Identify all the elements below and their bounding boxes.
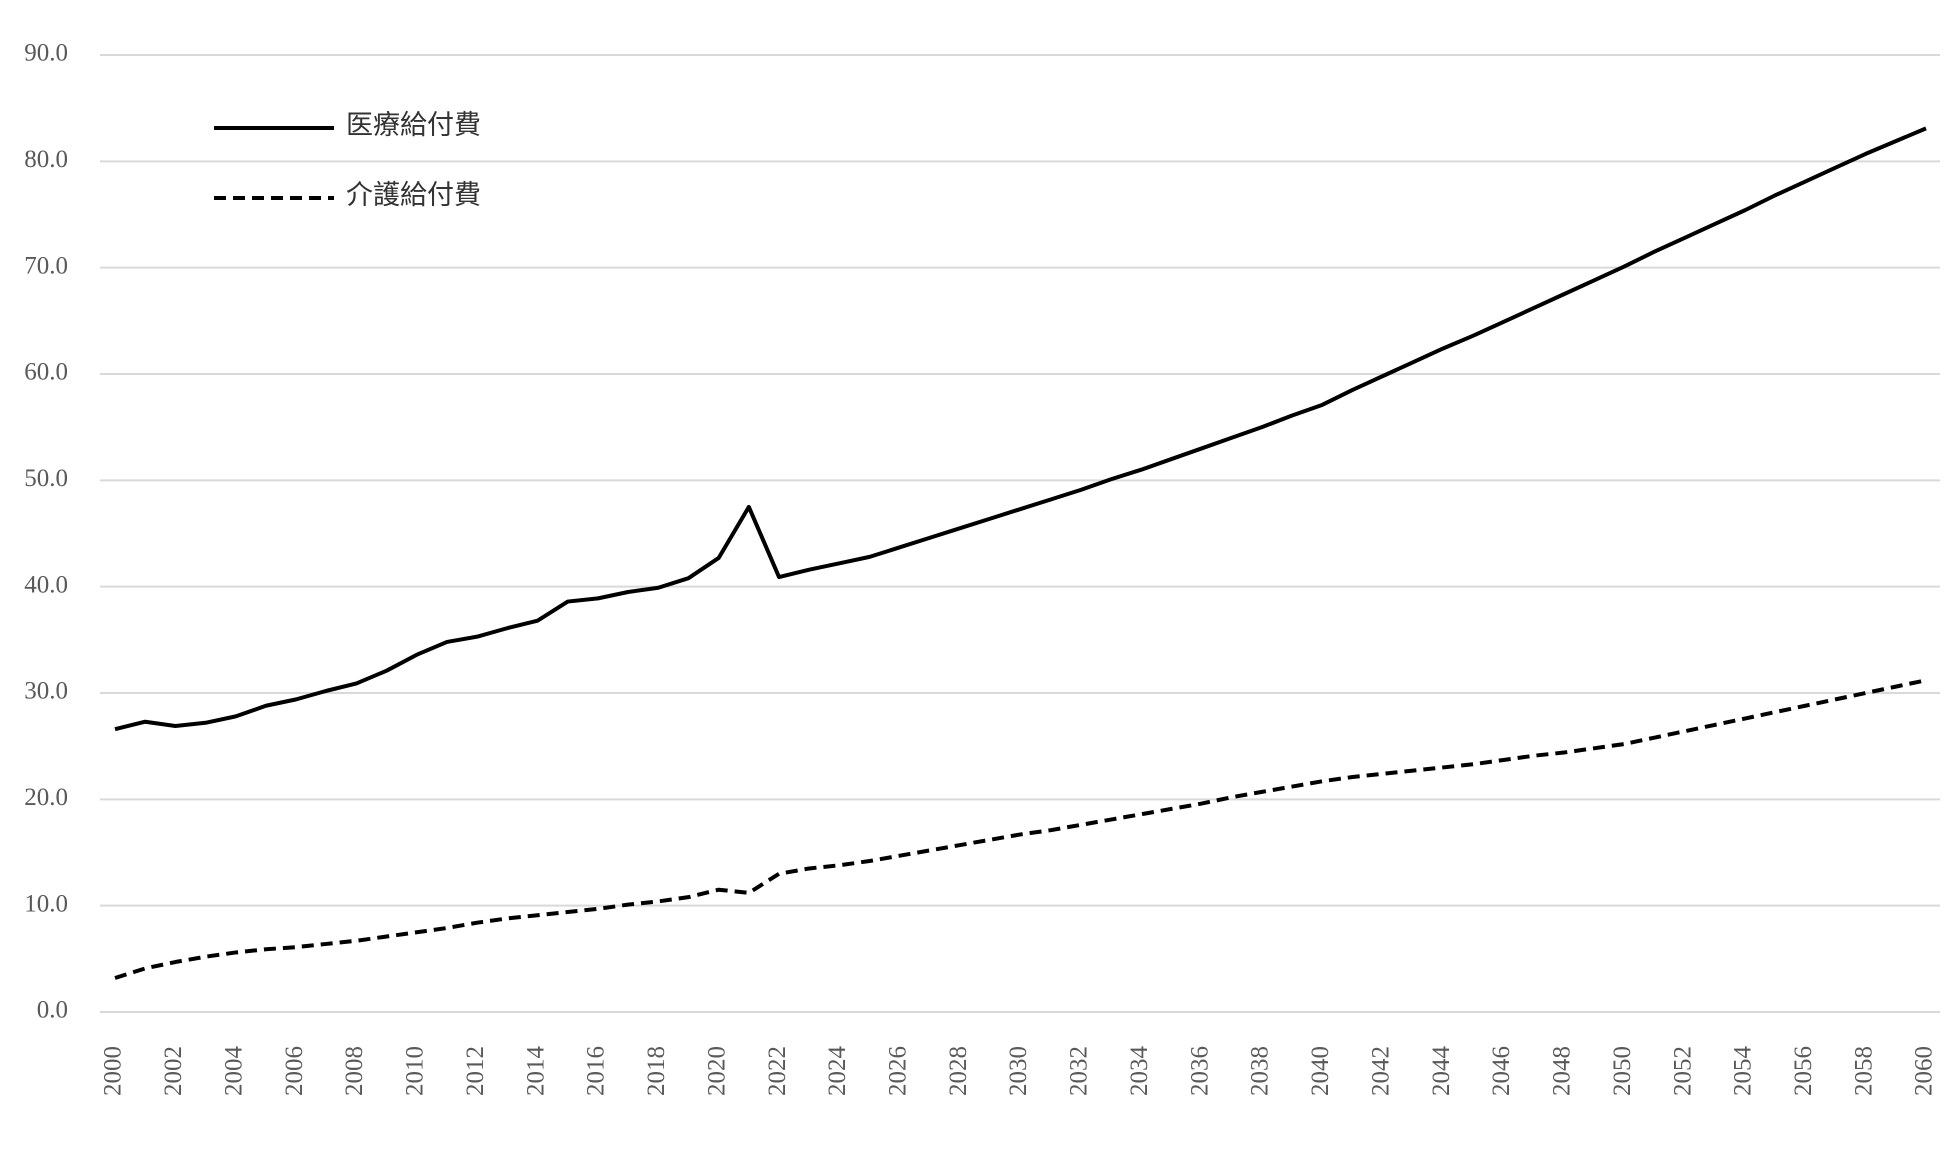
y-tick-label: 20.0 <box>24 784 68 811</box>
x-tick-label: 2056 <box>1790 1046 1817 1096</box>
x-tick-label: 2008 <box>341 1046 368 1096</box>
y-tick-label: 0.0 <box>37 997 68 1024</box>
x-tick-label: 2028 <box>945 1046 972 1096</box>
x-tick-label: 2002 <box>160 1046 187 1096</box>
x-tick-label: 2032 <box>1066 1046 1093 1096</box>
x-tick-label: 2052 <box>1669 1046 1696 1096</box>
x-tick-label: 2046 <box>1488 1046 1515 1096</box>
y-tick-label: 80.0 <box>24 146 68 173</box>
x-tick-label: 2030 <box>1005 1046 1032 1096</box>
x-tick-label: 2054 <box>1730 1046 1757 1097</box>
x-tick-label: 2018 <box>643 1046 670 1096</box>
x-tick-label: 2048 <box>1549 1046 1576 1096</box>
series-line <box>114 678 1927 980</box>
x-tick-label: 2010 <box>402 1046 429 1096</box>
x-tick-label: 2000 <box>100 1046 127 1096</box>
x-tick-label: 2004 <box>220 1046 247 1097</box>
x-tick-label: 2012 <box>462 1046 489 1096</box>
x-tick-label: 2050 <box>1609 1046 1636 1096</box>
y-tick-label: 10.0 <box>24 890 68 917</box>
x-tick-label: 2042 <box>1367 1046 1394 1096</box>
x-tick-label: 2038 <box>1247 1046 1274 1096</box>
legend-label: 介護給付費 <box>346 180 481 210</box>
y-tick-label: 50.0 <box>24 465 68 492</box>
x-tick-label: 2058 <box>1850 1046 1877 1096</box>
x-tick-label: 2016 <box>583 1046 610 1096</box>
x-tick-label: 2024 <box>824 1046 851 1097</box>
x-tick-label: 2014 <box>522 1046 549 1097</box>
series-line <box>114 126 1927 732</box>
x-tick-label: 2044 <box>1428 1046 1455 1097</box>
x-tick-label: 2036 <box>1186 1046 1213 1096</box>
legend-label: 医療給付費 <box>346 110 481 140</box>
x-tick-label: 2040 <box>1307 1046 1334 1096</box>
y-tick-label: 60.0 <box>24 359 68 386</box>
x-tick-label: 2006 <box>281 1046 308 1096</box>
y-tick-label: 90.0 <box>24 40 68 67</box>
x-tick-label: 2060 <box>1911 1046 1938 1096</box>
x-tick-label: 2026 <box>885 1046 912 1096</box>
y-tick-label: 30.0 <box>24 678 68 705</box>
y-tick-label: 40.0 <box>24 571 68 598</box>
x-tick-label: 2020 <box>703 1046 730 1096</box>
y-tick-label: 70.0 <box>24 252 68 279</box>
x-tick-label: 2022 <box>764 1046 791 1096</box>
x-tick-label: 2034 <box>1126 1046 1153 1097</box>
